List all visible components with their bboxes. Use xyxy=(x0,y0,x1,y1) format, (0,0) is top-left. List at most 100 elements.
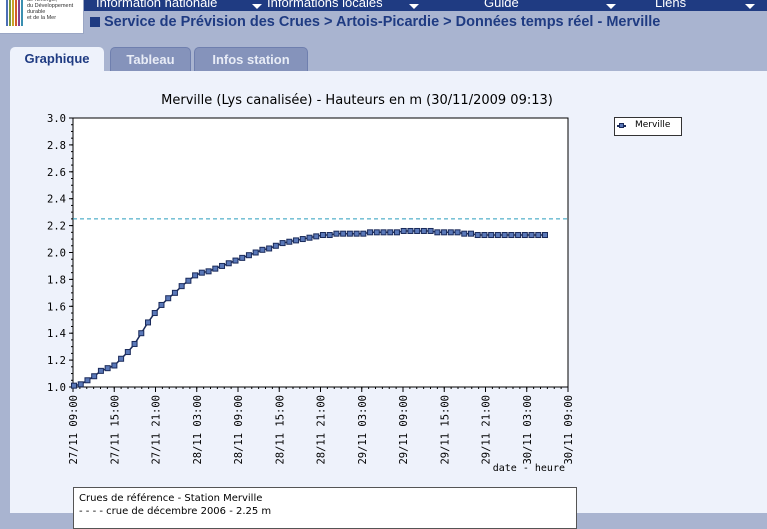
data-point xyxy=(427,227,434,234)
data-point xyxy=(138,330,145,337)
legend-square-marker xyxy=(619,123,624,128)
data-point xyxy=(145,319,152,326)
data-point xyxy=(346,230,353,237)
data-point xyxy=(535,232,542,239)
data-point xyxy=(488,232,495,239)
reference-item-text: crue de décembre 2006 - 2.25 m xyxy=(106,506,272,517)
data-point xyxy=(434,229,441,236)
chevron-down-icon xyxy=(409,4,419,9)
data-point xyxy=(380,229,387,236)
data-point xyxy=(420,227,427,234)
y-tick-label: 2.2 xyxy=(47,221,66,233)
data-point xyxy=(367,229,374,236)
x-tick-label: 29/11 09:00 xyxy=(398,395,410,465)
data-point xyxy=(97,367,104,374)
data-point xyxy=(393,229,400,236)
square-bullet-icon xyxy=(90,17,100,27)
data-point xyxy=(481,232,488,239)
reference-item: - - - - crue de décembre 2006 - 2.25 m xyxy=(79,506,271,517)
data-point xyxy=(266,245,273,252)
chart-legend: Merville xyxy=(614,117,682,136)
data-point xyxy=(508,232,515,239)
data-point xyxy=(474,232,481,239)
tab-graphique[interactable]: Graphique xyxy=(10,47,104,72)
nav-informations-locales[interactable]: Informations locales xyxy=(267,0,419,11)
y-tick-label: 2.0 xyxy=(47,248,66,260)
data-point xyxy=(124,349,131,356)
y-tick-label: 1.4 xyxy=(47,328,66,340)
x-tick-label: 29/11 15:00 xyxy=(439,395,451,465)
data-point xyxy=(104,365,111,372)
tab-infos-station[interactable]: Infos station xyxy=(194,47,308,71)
nav-information-nationale[interactable]: Information nationale xyxy=(96,0,262,11)
nav-guide[interactable]: Guide xyxy=(484,0,616,11)
data-point xyxy=(326,232,333,239)
nav-liens[interactable]: Liens xyxy=(655,0,755,11)
nav-label: Liens xyxy=(655,0,687,10)
data-point xyxy=(212,265,219,272)
data-point xyxy=(158,301,165,308)
nav-label: Guide xyxy=(484,0,519,10)
series-merville xyxy=(71,227,548,389)
data-point xyxy=(245,252,252,259)
data-point xyxy=(91,373,98,380)
legend-label: Merville xyxy=(635,120,671,130)
x-axis-label: date - heure xyxy=(493,463,565,474)
y-tick-label: 1.8 xyxy=(47,274,66,286)
data-point xyxy=(407,227,414,234)
data-point xyxy=(171,289,178,296)
y-tick-label: 1.2 xyxy=(47,355,66,367)
breadcrumb: Service de Prévision des Crues > Artois-… xyxy=(84,11,767,37)
y-tick-label: 3.0 xyxy=(47,113,66,125)
reference-dash-icon: - - - - xyxy=(79,506,107,517)
x-tick-label: 30/11 03:00 xyxy=(522,395,534,465)
x-axis: 27/11 09:00 27/11 15:00 27/11 21:00 28/11 0… xyxy=(68,387,575,465)
data-point xyxy=(299,236,306,243)
x-tick-label: 28/11 15:00 xyxy=(274,395,286,465)
data-point xyxy=(198,269,205,276)
x-tick-label: 27/11 21:00 xyxy=(151,395,163,465)
y-axis: 1.0 1.2 1.4 1.6 1.8 2.0 2.2 2.4 2.6 2.8 3.0 xyxy=(47,113,73,394)
data-point xyxy=(259,246,266,253)
x-tick-label: 28/11 03:00 xyxy=(192,395,204,465)
x-tick-label: 29/11 03:00 xyxy=(357,395,369,465)
data-point xyxy=(293,237,300,244)
data-point xyxy=(71,382,77,389)
data-point xyxy=(252,249,259,256)
y-tick-label: 2.8 xyxy=(47,140,66,152)
x-tick-label: 28/11 09:00 xyxy=(233,395,245,465)
y-tick-label: 1.0 xyxy=(47,382,66,394)
data-point xyxy=(333,230,340,237)
data-point xyxy=(313,233,320,240)
data-point xyxy=(447,229,454,236)
x-tick-label: 27/11 09:00 xyxy=(68,395,80,465)
tab-tableau[interactable]: Tableau xyxy=(110,47,191,71)
water-level-chart: Merville (Lys canalisée) - Hauteurs en m… xyxy=(47,93,575,474)
data-point xyxy=(225,260,232,267)
data-point xyxy=(461,230,468,237)
logo-stripe xyxy=(18,0,20,26)
logo-stripe xyxy=(21,0,23,26)
data-point xyxy=(232,257,239,264)
top-navigation: Information nationale Informations local… xyxy=(84,0,767,11)
data-point xyxy=(111,362,118,369)
reference-floods-box: Crues de référence - Station Merville - … xyxy=(73,487,577,529)
y-tick-label: 1.6 xyxy=(47,301,66,313)
data-point xyxy=(219,262,226,269)
nav-label: Information nationale xyxy=(96,0,218,10)
chevron-down-icon xyxy=(252,4,262,9)
x-tick-label: 28/11 21:00 xyxy=(316,395,328,465)
data-point xyxy=(501,232,508,239)
data-point xyxy=(467,230,474,237)
data-point xyxy=(118,355,125,362)
data-point xyxy=(400,227,407,234)
data-point xyxy=(353,230,360,237)
y-tick-label: 2.6 xyxy=(47,167,66,179)
data-point xyxy=(279,240,286,247)
x-tick-label: 30/11 09:00 xyxy=(563,395,575,465)
data-point xyxy=(494,232,501,239)
breadcrumb-text: Service de Prévision des Crues > Artois-… xyxy=(104,14,661,30)
data-point xyxy=(306,234,313,241)
ministry-logo[interactable]: de l'Energie, du Développement durable e… xyxy=(0,0,84,34)
logo-stripe xyxy=(15,0,17,26)
